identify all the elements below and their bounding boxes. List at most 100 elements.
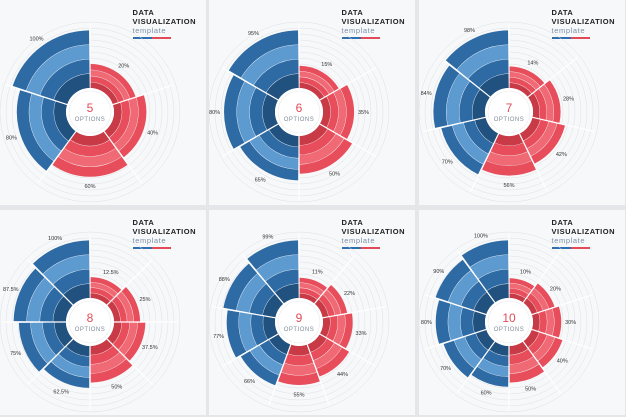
header-color-bar <box>341 37 380 39</box>
slice-3-band-2 <box>326 315 338 341</box>
slice-separator <box>222 123 279 157</box>
slice-6-band-3 <box>446 73 470 126</box>
slice-3-band-1 <box>531 312 540 332</box>
slice-3-band-3 <box>333 314 346 345</box>
slice-label-2: 28% <box>563 96 574 102</box>
slice-separator <box>103 131 143 184</box>
slice-3-band-3 <box>58 148 122 167</box>
slice-4-band-2 <box>528 332 547 355</box>
slice-1-band-2 <box>509 77 536 94</box>
slice-separator <box>241 254 285 305</box>
slice-label-1: 11% <box>312 270 323 276</box>
slice-label-6: 75% <box>10 351 21 357</box>
slices <box>425 234 593 410</box>
center-label: OPTIONS <box>494 117 525 123</box>
slice-separator <box>531 294 593 316</box>
slice-7-band-4 <box>13 268 45 322</box>
slice-4-band-3 <box>533 334 555 361</box>
slice-separator <box>425 294 487 316</box>
slice-6-band-1 <box>472 89 491 120</box>
slice-4-band-1 <box>90 339 113 355</box>
radial-chart-3: 14% 28% 42% 56% 70% 84% 98% 7 OPTIONS <box>419 21 600 203</box>
slice-separator <box>268 344 292 405</box>
slice-separator <box>322 306 386 319</box>
slice-label-4: 80% <box>6 136 17 142</box>
slice-2-band-2 <box>111 296 127 322</box>
header-line-1: DATA <box>341 218 364 227</box>
slice-label-4: 65% <box>255 177 266 183</box>
slice-6-band-4 <box>471 366 509 387</box>
radial-chart-1: 20% 40% 60% 80% 100% 5 OPTIONS <box>0 21 181 203</box>
header-line-3: template <box>132 236 167 245</box>
center-label: OPTIONS <box>494 327 525 333</box>
slice-3-band-3 <box>527 121 557 156</box>
slice-6-band-3 <box>250 345 283 375</box>
header-line-3: template <box>551 236 586 245</box>
header-line-2: VISUALIZATION <box>132 227 196 236</box>
slice-3-band-1 <box>519 117 541 141</box>
slice-5-band-2 <box>284 353 314 366</box>
slice-4-band-1 <box>523 329 540 348</box>
slice-3-band-4 <box>552 306 562 338</box>
chart-panel-4: DATA VISUALIZATION template 12.5% 25% 37.5% 50… <box>0 210 206 415</box>
slice-4-band-4 <box>316 347 350 377</box>
slice-separator <box>313 254 357 305</box>
slice-label-9: 99% <box>262 234 273 240</box>
slice-6-band-2 <box>253 59 299 93</box>
slice-7-band-1 <box>475 329 495 351</box>
slice-1-band-4 <box>299 65 339 92</box>
slice-1-band-3 <box>299 71 334 94</box>
slice-7-band-4 <box>445 30 509 70</box>
slice-8-band-2 <box>53 269 90 295</box>
slice-3-band-2 <box>538 310 547 334</box>
slice-1-band-1 <box>299 293 318 304</box>
slice-label-5: 55% <box>293 392 304 398</box>
slice-label-8: 100% <box>48 236 62 242</box>
slice-separator <box>527 56 579 98</box>
slice-3-band-1 <box>107 322 122 345</box>
slice-6-band-3 <box>477 358 509 377</box>
slice-label-5: 100% <box>29 36 43 42</box>
slice-4-band-3 <box>29 93 61 161</box>
slice-4-band-4 <box>538 337 563 368</box>
slice-10-band-4 <box>461 240 509 267</box>
slice-1-band-4 <box>90 64 136 99</box>
slice-2-band-3 <box>333 88 347 136</box>
header-color-bar <box>551 37 590 39</box>
slice-8-band-3 <box>43 254 90 285</box>
slice-2-band-2 <box>526 293 543 313</box>
slice-8-band-1 <box>63 283 90 305</box>
slice-2-band-1 <box>107 300 121 322</box>
slice-8-band-3 <box>236 273 266 313</box>
slice-4-band-2 <box>490 142 528 156</box>
slice-2-band-3 <box>322 289 341 316</box>
slice-5-band-3 <box>509 356 539 374</box>
slice-2-band-1 <box>523 298 538 315</box>
slice-separator <box>522 341 562 394</box>
slice-label-2: 40% <box>147 130 158 136</box>
slice-label-1: 12.5% <box>103 270 119 276</box>
slice-3-band-2 <box>523 119 549 149</box>
slice-2-band-1 <box>314 299 329 318</box>
slice-1-band-4 <box>509 66 545 87</box>
slice-2-band-4 <box>327 284 348 315</box>
center-disc <box>485 88 533 136</box>
slice-2-band-3 <box>116 291 134 322</box>
slice-1-band-4 <box>90 277 122 294</box>
slice-label-1: 15% <box>321 62 332 68</box>
center-number: 7 <box>506 101 513 115</box>
center-number: 5 <box>87 101 94 115</box>
slices <box>423 24 595 192</box>
slice-3-band-3 <box>118 322 138 356</box>
center-disc <box>275 88 323 136</box>
slice-label-4: 56% <box>503 183 514 189</box>
center-label: OPTIONS <box>75 117 106 123</box>
chart-panel-3: DATA VISUALIZATION template 14% 28% 42% 56% 70%… <box>419 0 625 205</box>
slice-7-band-2 <box>40 287 64 322</box>
center-number: 6 <box>296 101 303 115</box>
slice-1-band-2 <box>509 288 529 299</box>
slices <box>222 24 376 200</box>
slice-label-2: 35% <box>358 110 369 116</box>
slice-label-4: 40% <box>557 359 568 365</box>
